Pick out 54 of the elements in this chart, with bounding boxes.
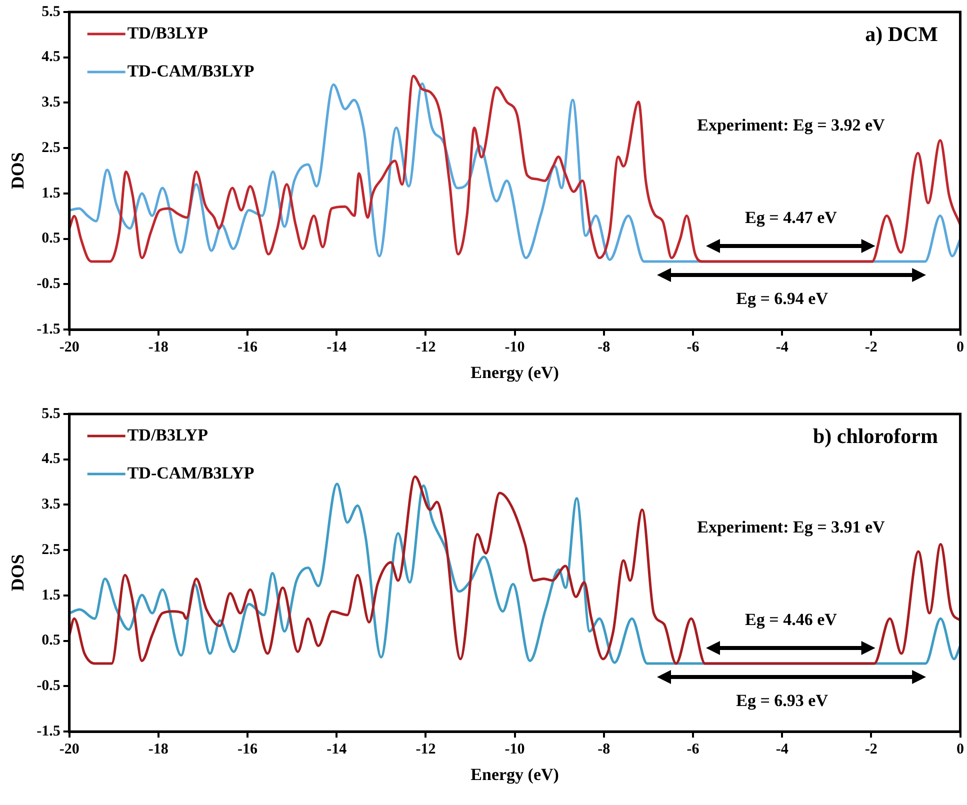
x-tick-label: -18 [148,741,168,758]
x-tick-label: -14 [326,339,348,356]
x-tick-label: 0 [956,339,964,356]
annotation: Experiment: Eg = 3.92 eV [697,116,886,135]
y-tick-label: 2.5 [42,542,60,558]
y-tick-label: 0.5 [42,230,60,247]
y-tick-label: 4.5 [42,451,60,468]
y-tick-label: -0.5 [36,678,60,694]
x-tick-label: -14 [326,741,348,758]
annotation: b) chloroform [812,424,938,448]
y-tick-label: 3.5 [42,94,60,111]
x-tick-label: -10 [504,339,525,356]
annotation: Eg = 6.94 eV [736,288,829,308]
x-tick-label: -4 [776,339,789,356]
y-axis-title: DOS [7,152,28,190]
legend-label: TD/B3LYP [127,425,208,444]
y-tick-label: -1.5 [36,723,60,740]
x-tick-label: -16 [238,741,258,758]
x-tick-label: -20 [59,741,80,758]
x-axis-title: Energy (eV) [470,363,559,382]
x-tick-label: -2 [864,741,878,758]
x-tick-label: -16 [238,339,258,356]
annotation: Eg = 4.47 eV [745,208,838,227]
y-tick-label: 0.5 [42,632,60,649]
y-tick-label: 1.5 [42,185,60,202]
x-tick-label: -20 [59,339,80,356]
y-tick-label: 5.5 [42,406,60,422]
y-tick-label: 3.5 [42,496,60,513]
y-tick-label: 2.5 [42,140,60,156]
annotation: a) DCM [865,22,938,46]
annotation: Eg = 4.46 eV [745,610,838,629]
x-axis-title: Energy (eV) [470,765,559,784]
x-tick-label: -8 [598,339,610,356]
x-tick-label: -12 [416,339,436,356]
y-tick-label: 1.5 [42,587,60,604]
annotation: Experiment: Eg = 3.91 eV [697,518,886,537]
x-tick-label: 0 [956,741,964,758]
x-tick-label: -10 [504,741,525,758]
y-tick-label: -0.5 [36,276,60,292]
annotation: Eg = 6.93 eV [736,690,829,710]
x-tick-label: -4 [776,741,789,758]
y-tick-label: 4.5 [42,49,60,66]
legend-label: TD/B3LYP [127,23,208,42]
x-tick-label: -12 [416,741,436,758]
x-tick-label: -6 [686,741,700,758]
y-tick-label: 5.5 [42,4,60,20]
x-tick-label: -18 [148,339,168,356]
y-axis-title: DOS [7,554,28,592]
x-tick-label: -8 [598,741,610,758]
y-tick-label: -1.5 [36,321,60,338]
legend-label: TD-CAM/B3LYP [127,61,254,80]
x-tick-label: -2 [864,339,878,356]
x-tick-label: -6 [686,339,700,356]
legend-label: TD-CAM/B3LYP [127,463,254,482]
